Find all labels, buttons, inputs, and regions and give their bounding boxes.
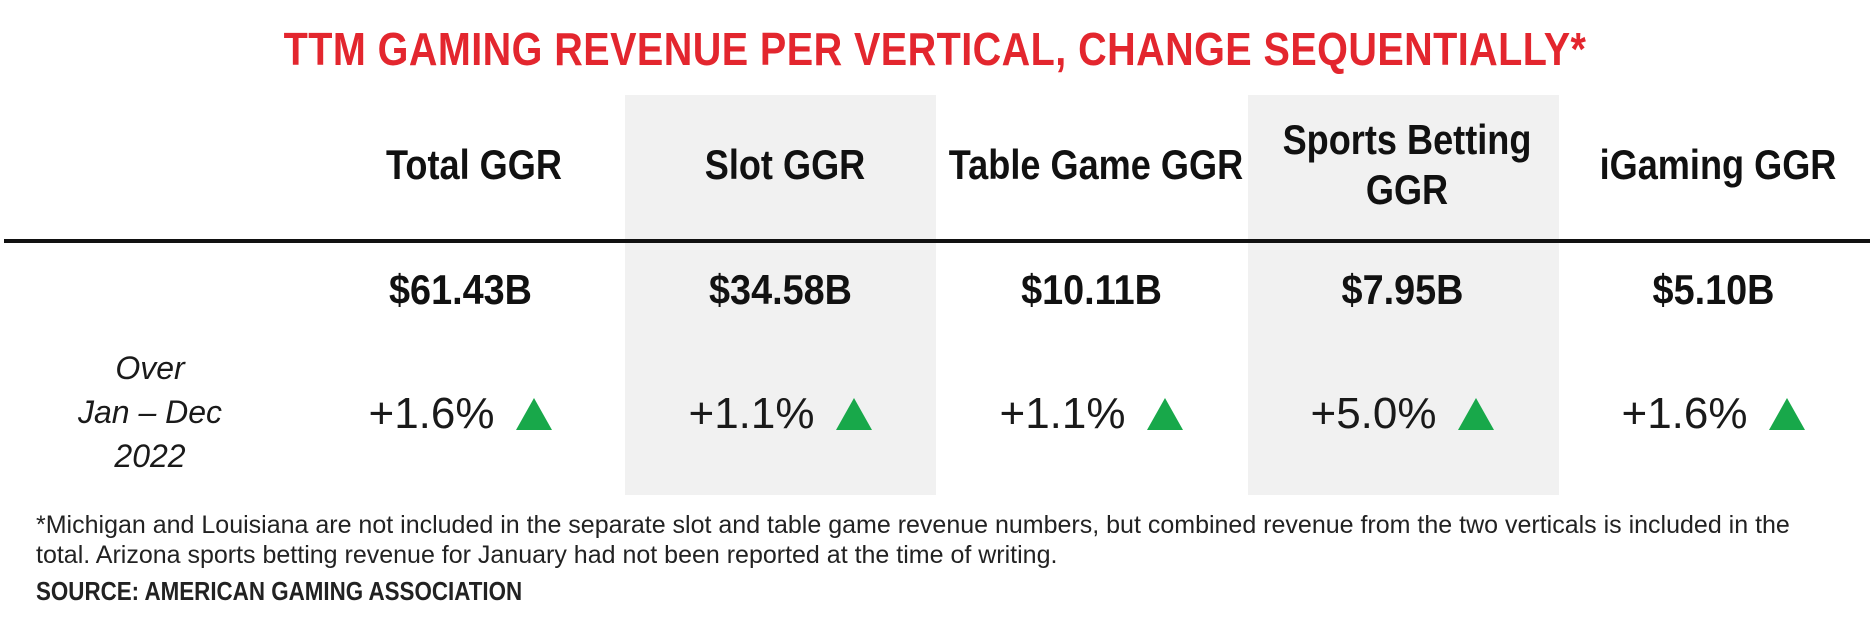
change-total-ggr: +1.6% <box>305 386 616 442</box>
shaded-column-sports <box>1248 95 1559 495</box>
footnote: *Michigan and Louisiana are not included… <box>36 511 1790 569</box>
source-note: SOURCE: AMERICAN GAMING ASSOCIATION <box>36 576 523 606</box>
change-value: +1.1% <box>688 389 815 438</box>
column-header-table-game-ggr: Table Game GGR <box>948 141 1244 188</box>
up-triangle-icon <box>516 398 553 430</box>
change-slot-ggr: +1.1% <box>625 386 936 442</box>
change-value: +1.6% <box>1621 389 1748 438</box>
row-label-line-2: Jan – Dec <box>77 394 223 430</box>
column-header-slot-ggr: Slot GGR <box>704 141 866 188</box>
change-value: +1.1% <box>999 389 1126 438</box>
row-label-line-1: Over <box>115 350 185 386</box>
change-igaming-ggr: +1.6% <box>1558 386 1869 442</box>
up-triangle-icon <box>1458 398 1495 430</box>
revenue-igaming-ggr: $5.10B <box>1652 266 1775 313</box>
change-value: +1.6% <box>368 389 495 438</box>
column-header-sports-betting-ggr: Sports Betting GGR <box>1282 116 1532 213</box>
revenue-total-ggr: $61.43B <box>389 266 532 313</box>
up-triangle-icon <box>1769 398 1806 430</box>
change-table-game-ggr: +1.1% <box>936 386 1247 442</box>
revenue-sports-betting-ggr: $7.95B <box>1341 266 1464 313</box>
column-header-total-ggr: Total GGR <box>386 141 562 188</box>
row-label-change-period: Over Jan – Dec 2022 <box>30 346 270 478</box>
up-triangle-icon <box>1147 398 1184 430</box>
revenue-slot-ggr: $34.58B <box>709 266 852 313</box>
shaded-column-slot <box>625 95 936 495</box>
column-header-igaming-ggr: iGaming GGR <box>1599 141 1837 188</box>
row-label-line-3: 2022 <box>114 438 186 474</box>
chart-title: TTM GAMING REVENUE PER VERTICAL, CHANGE … <box>283 23 1587 75</box>
revenue-table-game-ggr: $10.11B <box>1021 266 1162 313</box>
change-sports-betting-ggr: +5.0% <box>1247 386 1558 442</box>
up-triangle-icon <box>836 398 873 430</box>
header-divider <box>4 239 1870 243</box>
change-value: +5.0% <box>1310 389 1437 438</box>
